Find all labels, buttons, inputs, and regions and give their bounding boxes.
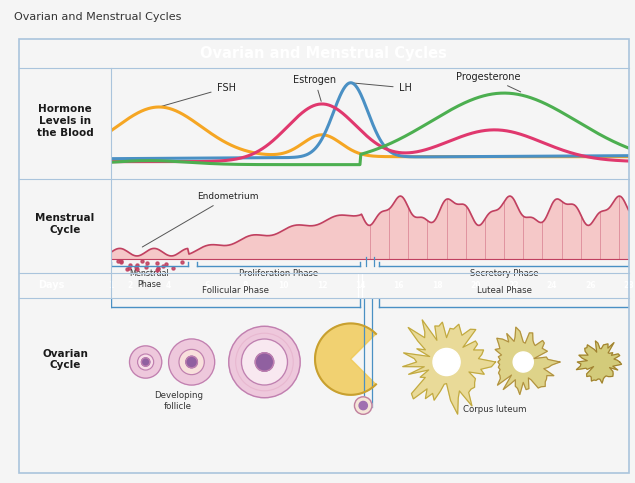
Text: Days: Days [38, 281, 65, 290]
Text: 26: 26 [585, 281, 596, 290]
Circle shape [229, 327, 300, 398]
Text: Menstrual
Cycle: Menstrual Cycle [36, 213, 95, 235]
Text: 24: 24 [547, 281, 558, 290]
Circle shape [241, 339, 288, 385]
Text: Secretory Phase: Secretory Phase [470, 269, 538, 278]
Polygon shape [577, 341, 622, 383]
Circle shape [354, 397, 372, 414]
Text: Corpus luteum: Corpus luteum [463, 406, 526, 414]
Text: 1: 1 [109, 281, 114, 290]
Text: Proliferation Phase: Proliferation Phase [239, 269, 318, 278]
Text: 8: 8 [243, 281, 248, 290]
Circle shape [130, 346, 162, 378]
Text: FSH: FSH [162, 83, 236, 106]
Text: Progesterone: Progesterone [456, 72, 521, 92]
Circle shape [255, 353, 274, 371]
Text: 2: 2 [128, 281, 133, 290]
Circle shape [179, 349, 204, 375]
Polygon shape [403, 320, 495, 414]
Polygon shape [315, 324, 376, 395]
Text: Ovarian
Cycle: Ovarian Cycle [42, 349, 88, 370]
Text: Hormone
Levels in
the Blood: Hormone Levels in the Blood [37, 104, 93, 138]
Text: LH: LH [354, 83, 411, 93]
Text: Endometrium: Endometrium [142, 192, 259, 247]
Text: Estrogen: Estrogen [293, 75, 337, 101]
Text: 16: 16 [394, 281, 404, 290]
Text: Ovarian and Menstrual Cycles: Ovarian and Menstrual Cycles [201, 45, 447, 61]
Circle shape [138, 354, 154, 370]
Text: 10: 10 [278, 281, 289, 290]
Text: 28: 28 [624, 281, 634, 290]
Circle shape [513, 352, 533, 372]
Text: 20: 20 [470, 281, 481, 290]
Text: Ovarian and Menstrual Cycles: Ovarian and Menstrual Cycles [14, 12, 182, 22]
Text: 22: 22 [509, 281, 519, 290]
Polygon shape [495, 327, 560, 395]
Circle shape [359, 401, 368, 410]
Circle shape [168, 339, 215, 385]
Text: Developing
follicle: Developing follicle [154, 391, 203, 411]
Text: 4: 4 [166, 281, 171, 290]
Text: Luteal Phase: Luteal Phase [476, 286, 531, 296]
Text: 6: 6 [204, 281, 210, 290]
Text: 14: 14 [355, 281, 366, 290]
Text: Follicular Phase: Follicular Phase [202, 286, 269, 296]
Text: 18: 18 [432, 281, 443, 290]
Circle shape [433, 348, 460, 376]
Circle shape [186, 356, 197, 368]
Circle shape [142, 358, 150, 366]
Text: 12: 12 [317, 281, 327, 290]
Text: Menstrual
Phase: Menstrual Phase [130, 269, 170, 288]
